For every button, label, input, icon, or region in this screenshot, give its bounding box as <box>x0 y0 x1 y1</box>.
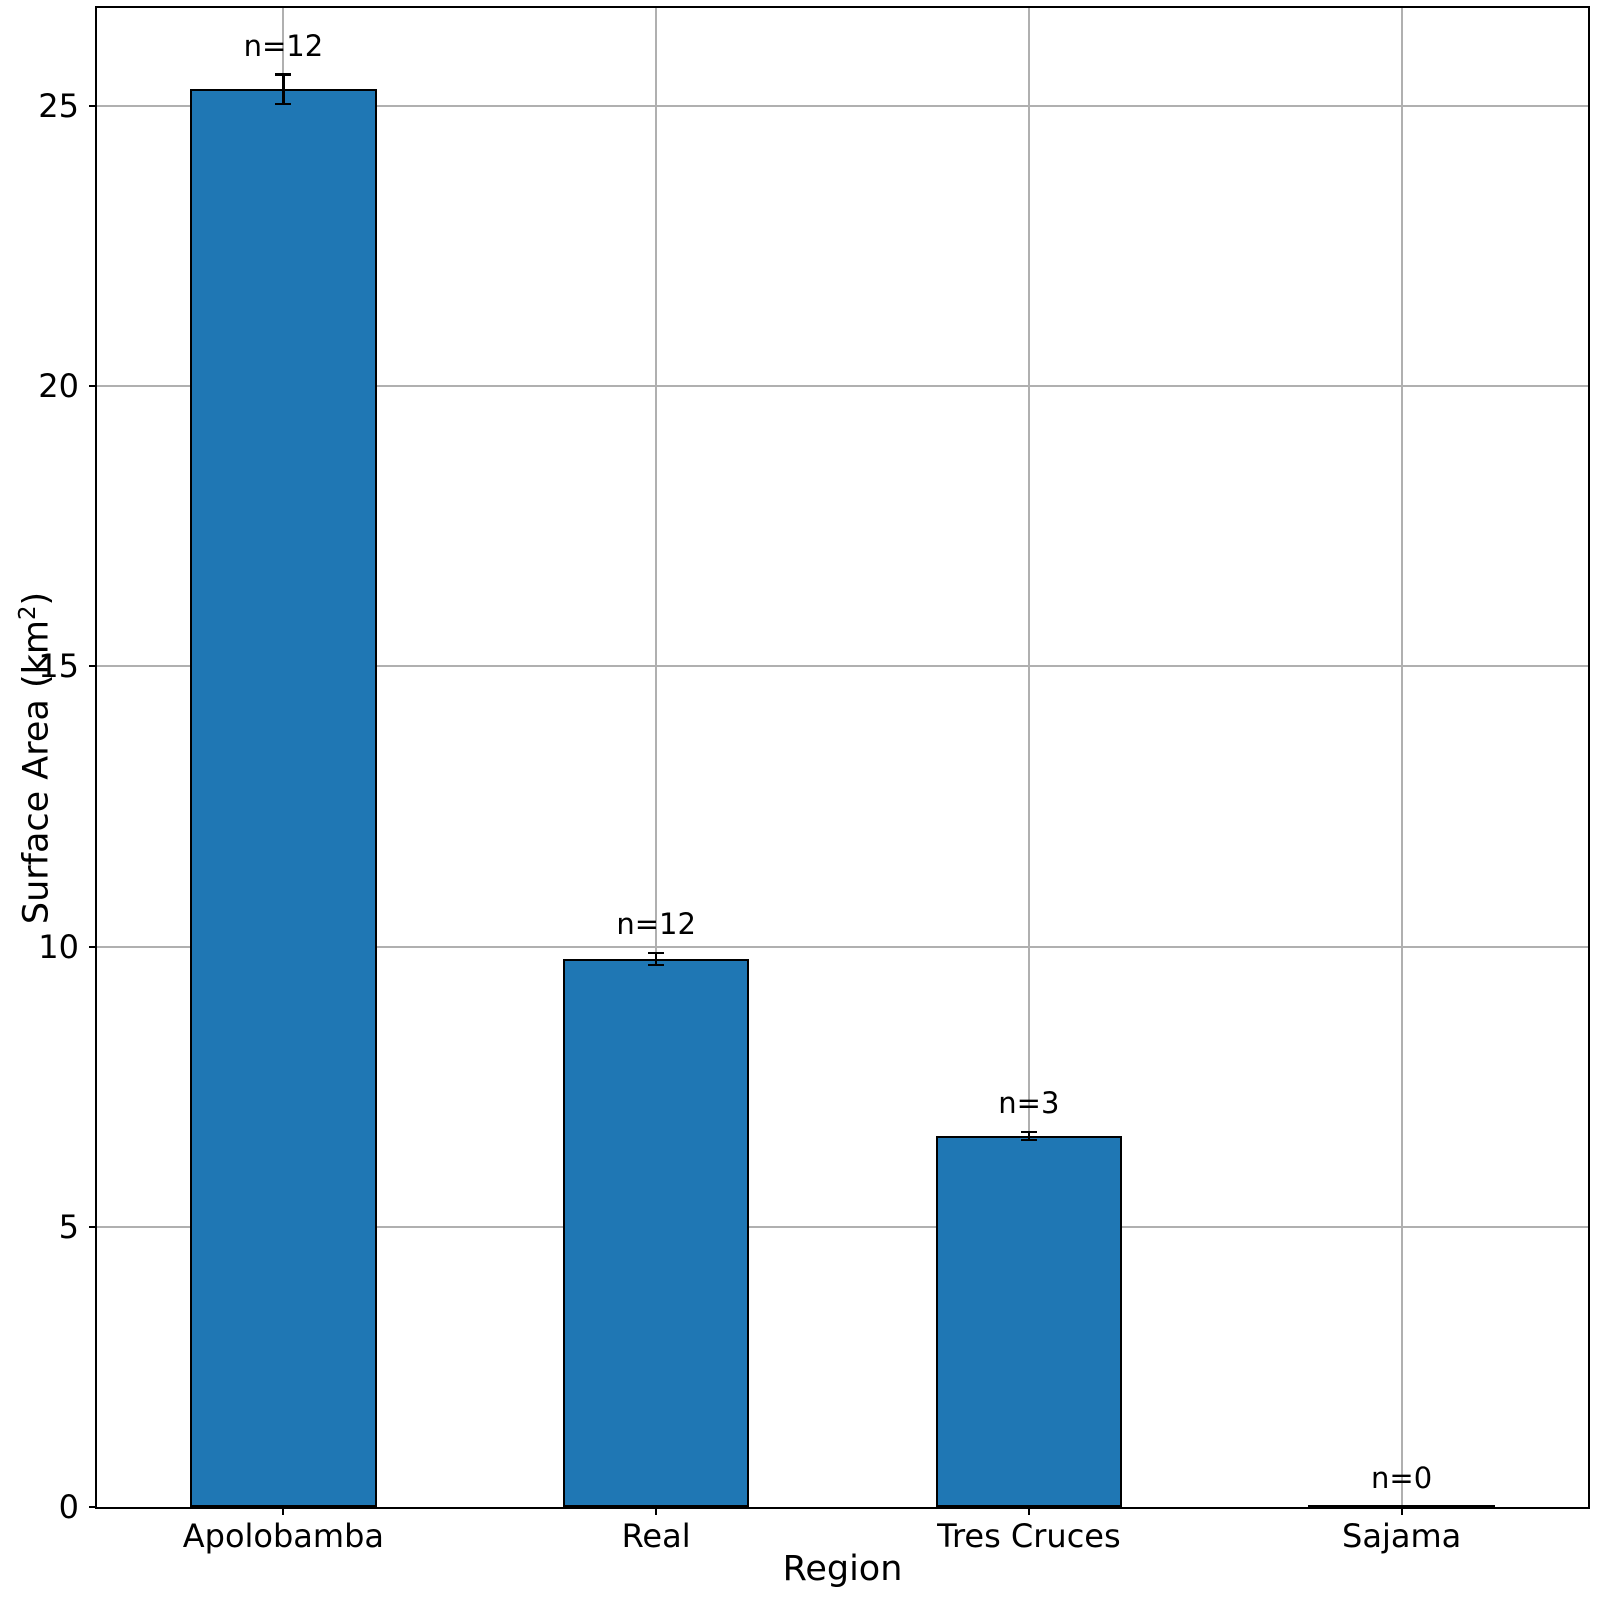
y-axis-label: Surface Area (km2) <box>9 591 57 923</box>
bar-apolobamba <box>190 89 377 1507</box>
bar-real <box>562 958 750 1507</box>
y-gridline <box>97 665 1588 668</box>
y-tick <box>89 385 97 388</box>
x-tick <box>1400 1507 1403 1515</box>
y-tick <box>89 1225 97 1228</box>
y-tick <box>89 945 97 948</box>
y-tick-label: 5 <box>58 1207 79 1246</box>
y-tick-label: 0 <box>58 1488 79 1526</box>
x-tick-label: Apolobamba <box>182 1517 385 1555</box>
x-tick-label: Real <box>621 1517 691 1555</box>
error-bar-cap-bottom <box>275 102 292 106</box>
error-bar-cap-top <box>275 73 292 76</box>
x-axis-label: Region <box>782 1549 903 1589</box>
y-tick <box>89 1506 97 1508</box>
error-bar-stem <box>282 74 285 104</box>
y-gridline <box>97 105 1588 108</box>
x-gridline <box>655 8 658 1507</box>
y-axis-label-suffix: ) <box>16 591 57 606</box>
y-gridline <box>97 945 1588 948</box>
bar-count-label: n=3 <box>998 1086 1060 1121</box>
error-bar-stem <box>654 952 658 966</box>
y-tick <box>89 105 97 108</box>
y-gridline <box>97 1225 1588 1228</box>
error-bar-cap-bottom <box>648 963 665 967</box>
y-tick-label: 10 <box>38 927 79 966</box>
bar-tres-cruces <box>935 1136 1123 1507</box>
error-bar-cap-top <box>1020 1130 1037 1134</box>
y-tick-label: 20 <box>38 367 79 406</box>
x-tick-label: Tres Cruces <box>937 1517 1121 1555</box>
x-tick-label: Sajama <box>1342 1517 1462 1555</box>
y-gridline <box>97 385 1588 388</box>
y-tick-label: 15 <box>38 647 79 686</box>
y-tick <box>89 665 97 668</box>
error-bar-cap-top <box>648 951 665 955</box>
y-axis-label-superscript: 2 <box>14 605 41 620</box>
x-tick <box>655 1507 658 1515</box>
bar-count-label: n=12 <box>243 28 324 63</box>
error-bar-stem <box>1027 1132 1031 1140</box>
x-tick <box>1027 1507 1030 1515</box>
bar-count-label: n=12 <box>616 906 696 941</box>
error-bar-cap-bottom <box>1020 1138 1037 1142</box>
y-tick-label: 25 <box>38 87 79 126</box>
x-gridline <box>1400 8 1403 1507</box>
x-tick <box>282 1507 285 1515</box>
bar-count-label: n=0 <box>1371 1461 1433 1495</box>
x-gridline <box>1027 8 1030 1507</box>
